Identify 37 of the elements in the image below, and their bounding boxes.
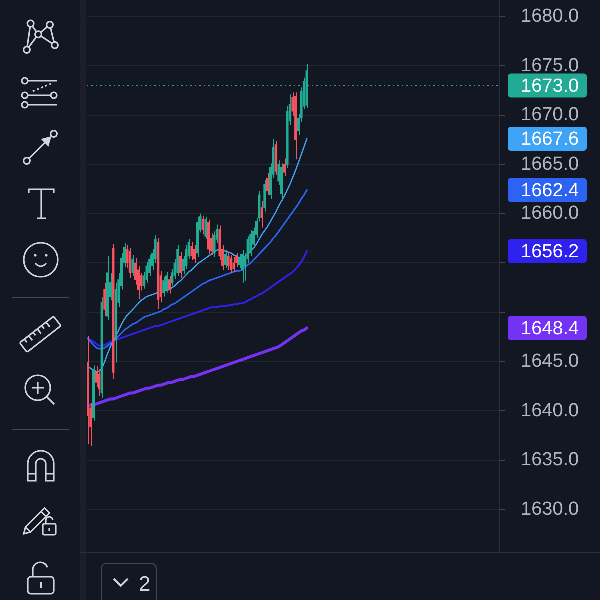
candlestick <box>283 158 286 177</box>
candlestick <box>260 200 264 228</box>
y-tick-label: 1640.0 <box>521 400 580 422</box>
y-tick-label: 1660.0 <box>521 203 580 224</box>
candlestick <box>132 254 134 276</box>
candlestick <box>104 282 106 317</box>
text: 2 <box>139 573 151 597</box>
candlestick <box>202 215 205 236</box>
candlestick <box>168 276 171 294</box>
text: 1667.6 <box>521 129 580 150</box>
candlestick <box>204 216 208 240</box>
y-tick-label: 1680.0 <box>521 6 580 27</box>
y-tick-label: 1665.0 <box>521 154 580 175</box>
text: 1648.4 <box>521 318 580 340</box>
y-tick-label: 1635.0 <box>521 450 580 471</box>
candlestick <box>238 254 242 269</box>
candlestick <box>230 254 233 274</box>
candlestick <box>232 256 236 273</box>
y-tick-label: 1630.0 <box>521 498 580 520</box>
candlestick <box>128 248 132 278</box>
candlestick <box>162 276 166 298</box>
candlestick <box>179 252 182 278</box>
text: 1662.4 <box>521 180 580 202</box>
y-tick-label: 1675.0 <box>521 55 580 76</box>
candlestick <box>236 252 238 268</box>
candlestick <box>193 244 196 264</box>
candlestick <box>190 242 194 261</box>
ref-line-label: 1673.0 <box>521 76 580 97</box>
y-tick-label: 1645.0 <box>521 350 580 372</box>
candlestick <box>241 250 244 284</box>
candlestick <box>227 252 230 271</box>
candlestick <box>224 250 228 269</box>
candlestick <box>98 369 101 397</box>
candlestick <box>165 272 168 294</box>
candlestick <box>266 172 270 196</box>
y-tick-label: 1670.0 <box>521 104 580 126</box>
text: 1656.2 <box>521 242 580 263</box>
